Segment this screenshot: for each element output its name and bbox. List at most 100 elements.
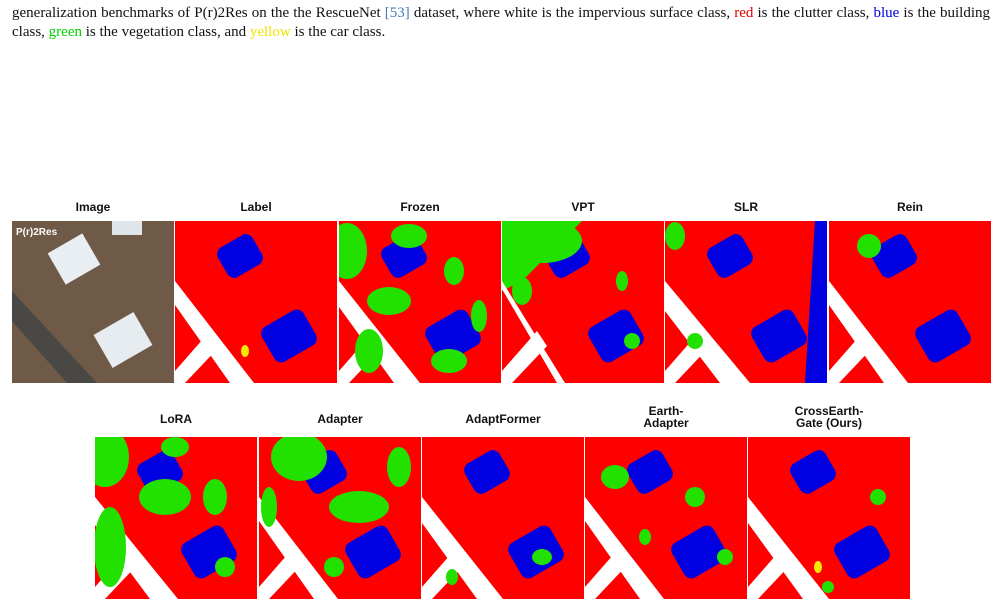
road-region [829,281,908,383]
vegetation-region [870,489,886,505]
road-region [585,547,630,599]
vegetation-region [387,447,411,487]
building-region [915,309,971,363]
panel-label: Adapter [317,412,363,426]
road-region [502,331,547,383]
caption-text: yellow [249,24,291,40]
panel-label: Label [240,200,272,214]
building-region [790,450,836,494]
vegetation-region [665,222,685,250]
panel-image [259,437,421,599]
panel-label: SLR [734,200,758,214]
road-region [259,547,304,599]
panel-label: Image [75,200,111,214]
vegetation-region [215,557,235,577]
road-region [829,331,874,383]
vegetation-region [624,333,640,349]
photo-ground [12,221,174,383]
vegetation-region [616,271,628,291]
caption: generalization benchmarks of P(r)2Res on… [12,4,990,42]
building-region [671,525,727,579]
photo-road [12,291,97,383]
caption-text: is the vegetation class, and [81,24,250,40]
vegetation-region [271,437,327,481]
caption-text: [53] [384,5,410,21]
vegetation-region [471,300,487,332]
car-region [241,345,249,357]
panel-label: Frozen [400,200,440,214]
building-region [425,309,481,363]
panel-image [502,221,664,383]
vegetation-region [95,507,126,587]
building-region [834,525,890,579]
vegetation-region [532,549,552,565]
vegetation-region [857,234,881,258]
road-region [422,547,467,599]
panel-image [665,221,827,383]
panel-label: LoRA [160,412,192,426]
vegetation-region [355,329,383,373]
panel-image [829,221,991,383]
panel-label: Earth- Adapter [643,404,689,430]
building-region [261,309,317,363]
vegetation-region [261,487,277,527]
vegetation-region [95,437,129,487]
building-region [464,450,510,494]
road-region [422,497,503,599]
vegetation-region [431,349,467,373]
vegetation-region [339,223,367,279]
building-region [627,450,673,494]
panel-image [422,437,584,599]
caption-text: generalization benchmarks of P(r)2Res on… [12,5,385,21]
road-region [665,281,750,383]
vegetation-region [639,529,651,545]
building-region [588,309,644,363]
panel-label: CrossEarth- Gate (Ours) [794,404,864,430]
caption-text: red [734,5,754,21]
building-region [707,234,753,278]
road-region [502,281,565,383]
road-region [585,497,664,599]
road-region [748,547,793,599]
vegetation-region [685,487,705,507]
road-region [748,497,829,599]
caption-text: green [48,24,82,40]
building-region [805,221,827,383]
building-region [345,525,401,579]
vegetation-region [601,465,629,489]
image-overlay-label: P(r)2Res [16,227,58,238]
road-region [175,281,254,383]
panel-label: AdaptFormer [465,412,541,426]
panel-image [175,221,337,383]
vegetation-region [822,581,834,593]
vegetation-region [444,257,464,285]
vegetation-region [324,557,344,577]
photo-house [93,312,153,368]
vegetation-region [203,479,227,515]
vegetation-region [139,479,191,515]
vegetation-region [367,287,411,315]
road-region [259,497,338,599]
building-region [751,309,807,363]
caption-text: dataset, where white is the impervious s… [409,5,735,21]
vegetation-region [687,333,703,349]
panel-image [585,437,747,599]
panel-image [748,437,910,599]
panel-label: Rein [896,200,923,214]
vegetation-region [512,277,532,305]
road-region [175,331,220,383]
caption-text: is the clutter class, [753,5,874,21]
caption-text: blue [873,5,900,21]
vegetation-region [446,569,458,585]
vegetation-region [391,224,427,248]
caption-text: is the car class. [290,24,386,40]
building-region [871,234,917,278]
caption-text: is the building class, [12,5,990,40]
panel-image [339,221,501,383]
road-region [339,281,420,383]
vegetation-region [161,437,189,457]
panel-label: VPT [571,200,595,214]
panel-image: P(r)2Res [12,221,174,383]
vegetation-region [329,491,389,523]
